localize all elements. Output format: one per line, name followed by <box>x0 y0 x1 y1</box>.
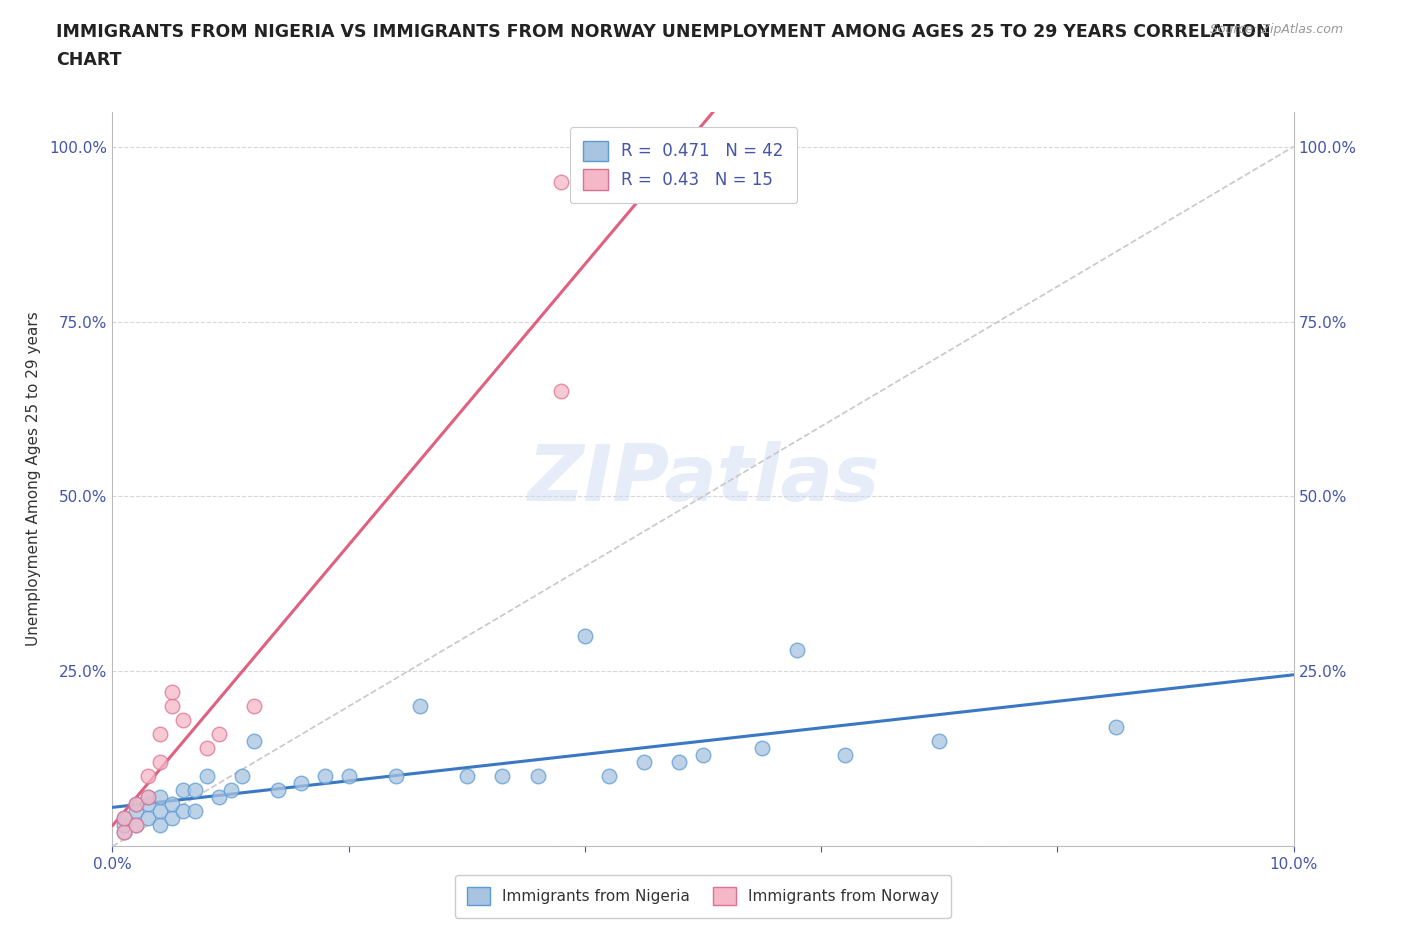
Point <box>184 783 207 798</box>
Point <box>172 713 194 728</box>
Point <box>125 797 148 812</box>
Text: IMMIGRANTS FROM NIGERIA VS IMMIGRANTS FROM NORWAY UNEMPLOYMENT AMONG AGES 25 TO : IMMIGRANTS FROM NIGERIA VS IMMIGRANTS FR… <box>56 23 1271 41</box>
Point <box>456 769 478 784</box>
Point <box>267 783 290 798</box>
Point <box>112 825 135 840</box>
Point <box>834 748 856 763</box>
Point <box>219 783 242 798</box>
Point <box>290 776 312 790</box>
Point <box>243 699 266 714</box>
Point <box>243 734 266 749</box>
Point <box>136 797 159 812</box>
Point <box>149 790 172 804</box>
Point <box>125 817 148 832</box>
Point <box>1105 720 1128 735</box>
Point <box>160 684 183 699</box>
Point <box>550 384 572 399</box>
Point <box>160 699 183 714</box>
Point <box>550 174 572 189</box>
Point <box>125 817 148 832</box>
Point <box>160 797 183 812</box>
Point <box>928 734 950 749</box>
Point <box>692 748 714 763</box>
Point <box>195 741 218 756</box>
Point <box>149 817 172 832</box>
Point <box>408 699 430 714</box>
Point <box>195 769 218 784</box>
Y-axis label: Unemployment Among Ages 25 to 29 years: Unemployment Among Ages 25 to 29 years <box>27 312 41 646</box>
Point <box>491 769 513 784</box>
Point <box>526 769 548 784</box>
Text: ZIPatlas: ZIPatlas <box>527 441 879 517</box>
Point <box>112 825 135 840</box>
Point <box>112 817 135 832</box>
Point <box>314 769 336 784</box>
Point <box>136 790 159 804</box>
Legend: R =  0.471   N = 42, R =  0.43   N = 15: R = 0.471 N = 42, R = 0.43 N = 15 <box>569 127 797 203</box>
Point <box>112 811 135 826</box>
Point <box>149 727 172 742</box>
Point <box>668 755 690 770</box>
Point <box>184 804 207 818</box>
Point <box>574 629 596 644</box>
Point <box>337 769 360 784</box>
Point <box>208 790 231 804</box>
Point <box>385 769 408 784</box>
Point <box>231 769 253 784</box>
Point <box>598 769 620 784</box>
Point <box>149 755 172 770</box>
Point <box>125 797 148 812</box>
Point <box>172 804 194 818</box>
Point <box>786 643 808 658</box>
Point <box>208 727 231 742</box>
Text: CHART: CHART <box>56 51 122 69</box>
Point <box>136 811 159 826</box>
Legend: Immigrants from Nigeria, Immigrants from Norway: Immigrants from Nigeria, Immigrants from… <box>454 874 952 918</box>
Point <box>751 741 773 756</box>
Point <box>149 804 172 818</box>
Point <box>633 755 655 770</box>
Point <box>112 811 135 826</box>
Text: Source: ZipAtlas.com: Source: ZipAtlas.com <box>1209 23 1343 36</box>
Point <box>160 811 183 826</box>
Point <box>172 783 194 798</box>
Point <box>136 769 159 784</box>
Point <box>136 790 159 804</box>
Point <box>125 804 148 818</box>
